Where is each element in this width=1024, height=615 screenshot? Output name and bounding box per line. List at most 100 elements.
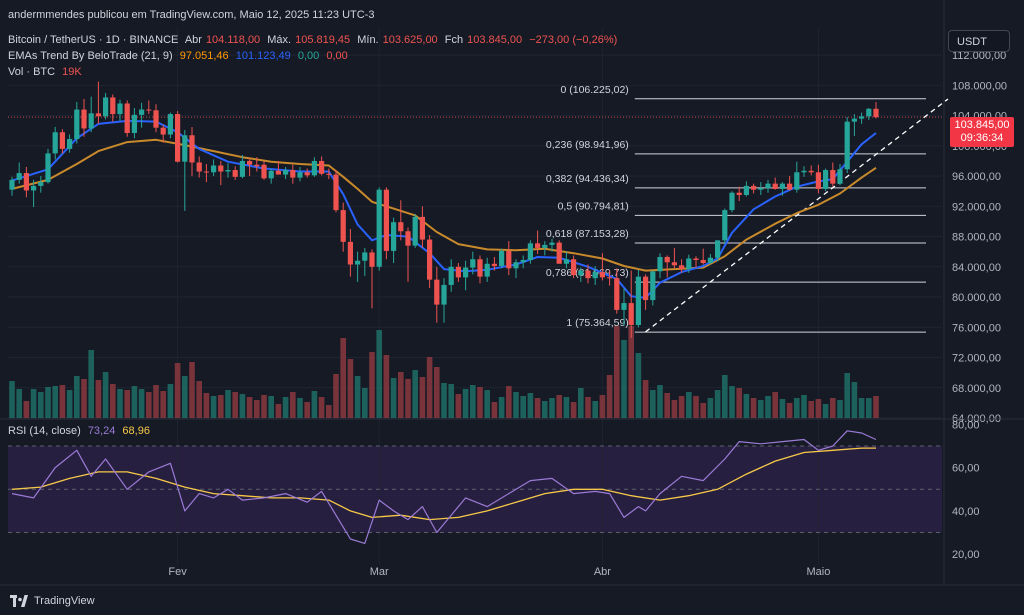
time-tick-label: Fev xyxy=(168,566,187,578)
rsi-label: RSI (14, close) xyxy=(8,425,81,437)
volume-bar xyxy=(470,385,476,418)
volume-bar xyxy=(268,396,274,418)
candle-body xyxy=(175,114,181,162)
candle-body xyxy=(671,262,677,266)
candle xyxy=(686,254,692,273)
candle xyxy=(657,253,663,279)
ema-value-1: 97.051,46 xyxy=(179,50,229,62)
price-tick-label: 68.000,00 xyxy=(952,383,1001,395)
candle xyxy=(506,241,512,276)
candle-body xyxy=(139,109,145,115)
candle-body xyxy=(585,270,591,279)
candle xyxy=(81,98,87,137)
candle xyxy=(376,187,382,271)
candle-body xyxy=(563,259,569,264)
candle xyxy=(412,213,418,248)
volume-bar xyxy=(585,397,591,418)
candle xyxy=(743,181,749,197)
candle-body xyxy=(304,172,310,176)
volume-bar xyxy=(592,401,598,418)
candle xyxy=(484,257,490,282)
candle-body xyxy=(823,170,829,189)
volume-bar xyxy=(239,394,246,418)
candle xyxy=(794,161,800,193)
candle-body xyxy=(52,132,58,154)
currency-button[interactable]: USDT xyxy=(948,30,1010,52)
candle xyxy=(347,229,353,277)
volume-bar xyxy=(189,362,195,418)
rsi-legend[interactable]: RSI (14, close) 73,24 68,96 xyxy=(8,425,154,437)
volume-bar xyxy=(693,396,699,418)
last-price-value: 103.845,00 xyxy=(954,119,1010,131)
candle-body xyxy=(556,242,562,264)
volume-bar xyxy=(232,392,238,418)
time-tick-label: Abr xyxy=(594,566,611,578)
price-tick-label: 84.000,00 xyxy=(952,262,1001,274)
publisher-text: andermmendes publicou em TradingView.com… xyxy=(8,9,375,21)
candle xyxy=(499,248,505,269)
volume-bar xyxy=(570,402,577,418)
volume-bar xyxy=(333,374,339,418)
fib-level-label: 0 (106.225,02) xyxy=(560,84,628,96)
candle xyxy=(369,249,375,309)
candle xyxy=(362,247,368,276)
candle xyxy=(189,126,195,177)
candle xyxy=(419,206,425,248)
candle-body xyxy=(765,183,771,189)
volume-bar xyxy=(369,352,375,418)
candle xyxy=(542,241,548,256)
volume-bar xyxy=(412,370,418,418)
candle xyxy=(772,177,778,190)
candle-body xyxy=(376,189,382,267)
price-tick-label: 112.000,00 xyxy=(952,50,1006,62)
candle-body xyxy=(455,266,461,278)
candle-body xyxy=(743,185,749,195)
candle xyxy=(232,166,238,180)
volume-legend[interactable]: Vol · BTC 19K xyxy=(8,66,86,78)
candle-body xyxy=(448,266,454,285)
volume-bar xyxy=(707,398,714,418)
candle-body xyxy=(239,160,245,177)
volume-bar xyxy=(455,394,462,418)
candle xyxy=(671,247,677,269)
candle xyxy=(556,240,562,264)
candle xyxy=(405,227,411,282)
candle xyxy=(715,240,721,262)
candle-body xyxy=(427,239,433,280)
candle xyxy=(304,168,310,178)
tradingview-logo[interactable]: TradingView xyxy=(10,595,95,607)
candle-body xyxy=(635,276,641,326)
candle-body xyxy=(254,164,260,167)
time-tick-label: Maio xyxy=(806,566,830,578)
candle xyxy=(117,99,123,121)
candle-body xyxy=(9,179,15,190)
volume-bar xyxy=(304,402,310,418)
candle-body xyxy=(95,113,101,117)
volume-bar xyxy=(844,373,850,418)
high-label: Máx. xyxy=(267,34,292,46)
candle-body xyxy=(38,182,44,186)
volume-bar xyxy=(52,386,58,418)
candle xyxy=(139,102,145,128)
candle xyxy=(693,256,699,268)
candle-body xyxy=(772,183,778,189)
price-tick-label: 108.000,00 xyxy=(952,80,1007,92)
volume-bar xyxy=(786,403,793,418)
candle xyxy=(290,164,296,184)
volume-bar xyxy=(326,405,332,418)
candle-body xyxy=(650,271,656,301)
rsi-tick-label: 40,00 xyxy=(952,506,980,518)
candle-body xyxy=(355,260,361,265)
volume-bar xyxy=(851,382,858,418)
volume-bar xyxy=(477,387,483,418)
candle-body xyxy=(333,174,339,211)
close-value: 103.845,00 xyxy=(467,34,523,46)
candle xyxy=(153,104,159,133)
symbol-legend[interactable]: Bitcoin / TetherUS · 1D · BINANCE Abr 104… xyxy=(8,34,621,46)
volume-bar xyxy=(801,395,807,418)
candle-body xyxy=(520,259,526,263)
volume-bar xyxy=(434,367,440,418)
candle xyxy=(398,200,404,241)
ema-legend[interactable]: EMAs Trend By BeloTrade (21, 9) 97.051,4… xyxy=(8,50,352,62)
